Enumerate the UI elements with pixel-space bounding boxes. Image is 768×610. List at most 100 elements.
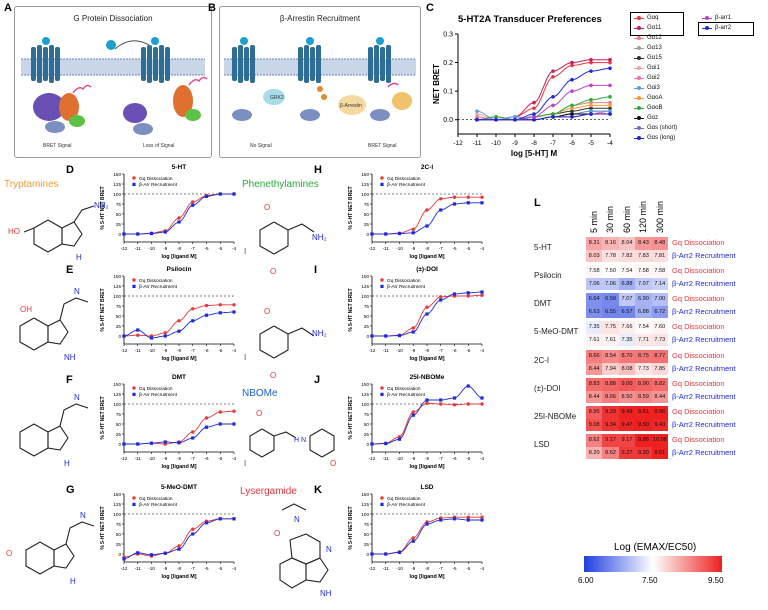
x-tick-label: -5 bbox=[218, 566, 223, 571]
data-point bbox=[411, 410, 415, 414]
legend-label-arr: β-Arr Recruitment bbox=[387, 182, 426, 188]
panel-letter-e: E bbox=[66, 264, 74, 276]
svg-text:O: O bbox=[264, 203, 270, 212]
data-point bbox=[177, 319, 181, 323]
y-tick-label: 75 bbox=[116, 412, 122, 417]
y-tick-label: 125 bbox=[113, 182, 121, 187]
data-point bbox=[480, 396, 484, 400]
data-point bbox=[177, 329, 181, 333]
data-point bbox=[177, 544, 181, 548]
y-tick-label: 100 bbox=[113, 512, 121, 517]
transducer-chart: 0.0 0.1 0.2 0.3 -12 -11 -10 -9 -8 -7 -6 -5 -4 log [5-… bbox=[432, 32, 613, 159]
data-point bbox=[149, 553, 154, 557]
data-point bbox=[122, 442, 126, 446]
heatmap-cell: 9.50 bbox=[635, 418, 652, 431]
y-tick-label: 150 bbox=[113, 492, 121, 497]
legend-marker-gq bbox=[380, 496, 384, 500]
data-point bbox=[608, 103, 612, 108]
x-tick-label: -8 bbox=[425, 566, 430, 571]
dose-chart-lsd: LSD 0 25 50 75 100 125 150 -12 -11 -10 -9 -8 -7 -6 -5 -4… bbox=[348, 484, 484, 580]
heatmap-cell: 9.49 bbox=[618, 406, 636, 419]
class-label-lysergamide: Lysergamide bbox=[240, 486, 297, 497]
data-point bbox=[532, 115, 536, 119]
x-tick-label: -4 bbox=[232, 456, 237, 461]
heatmap-assay-label: β-Arr2 Recruitment bbox=[672, 250, 736, 260]
panel-letter-l: L bbox=[534, 197, 541, 209]
data-point bbox=[384, 442, 388, 446]
data-point bbox=[384, 334, 388, 338]
g-protein-schematic bbox=[21, 37, 208, 135]
x-tick-label: -7 bbox=[191, 246, 196, 251]
panel-letter-h: H bbox=[314, 164, 322, 176]
data-point bbox=[163, 551, 167, 555]
dose-chart-psilocin: Psilocin 0 25 50 75 100 125 150 -12 -11 -10 -9 -8 -7 -… bbox=[100, 266, 237, 362]
data-point bbox=[191, 307, 195, 311]
x-tick-label: -10 bbox=[396, 566, 403, 571]
colorbar bbox=[584, 556, 722, 572]
legend-label-gq: Gq Dissociation bbox=[139, 278, 173, 284]
series-line bbox=[124, 193, 234, 235]
x-tick-label: -4 bbox=[232, 348, 237, 353]
x-tick-label: -7 bbox=[439, 246, 444, 251]
data-point bbox=[122, 557, 126, 561]
svg-text:NH₂: NH₂ bbox=[312, 233, 327, 242]
heatmap-cell: 9.43 bbox=[651, 418, 668, 431]
y-tick-label: 150 bbox=[113, 172, 121, 177]
series-line bbox=[476, 96, 611, 121]
receptor-right bbox=[141, 45, 170, 83]
x-tick-label: -6 bbox=[452, 246, 457, 251]
legend-marker-arr bbox=[132, 502, 136, 506]
panel-letter-d: D bbox=[66, 164, 74, 176]
heatmap-ligand-label: LSD bbox=[534, 440, 550, 449]
x-tick-label: -8 bbox=[177, 246, 182, 251]
chart-title: 25I-NBOMe bbox=[410, 374, 445, 381]
svg-text:O: O bbox=[256, 409, 262, 418]
y-tick-label: 75 bbox=[364, 412, 370, 417]
data-point bbox=[608, 100, 612, 105]
data-point bbox=[475, 112, 479, 116]
data-point bbox=[570, 106, 574, 111]
data-point bbox=[608, 109, 612, 113]
legend-label: β-arr2 bbox=[715, 25, 732, 31]
svg-text:H: H bbox=[70, 577, 76, 586]
heatmap-cell: 7.66 bbox=[618, 321, 636, 334]
data-point bbox=[551, 69, 555, 73]
data-point bbox=[439, 518, 443, 522]
x-axis-label: log [ligand M] bbox=[409, 574, 444, 580]
heatmap-cell: 7.71 bbox=[635, 333, 652, 346]
x-tick-label: -9 bbox=[163, 456, 168, 461]
data-point bbox=[551, 95, 555, 99]
data-point bbox=[589, 83, 593, 88]
y-tick-label: 25 bbox=[364, 432, 370, 437]
y-tick-label: 50 bbox=[364, 212, 370, 217]
heatmap-cell: 7.94 bbox=[602, 362, 619, 375]
heatmap-assay-label: Gq Dissociation bbox=[672, 294, 725, 303]
legend-marker-arr bbox=[380, 392, 384, 396]
y-tick-label: 125 bbox=[361, 182, 369, 187]
heatmap-cell: 6.88 bbox=[618, 277, 636, 290]
svg-text:H: H bbox=[64, 459, 70, 468]
dose-chart-5meodmt: 5-MeO-DMT 0 25 50 75 100 125 150 -12 -11 -10 -9 -8 -7… bbox=[100, 484, 236, 580]
heatmap-cell: 8.54 bbox=[602, 350, 619, 363]
legend-entry: Gα13 bbox=[634, 43, 677, 53]
x-tick-label: -12 bbox=[121, 348, 128, 353]
dose-chart-5ht: 5-HT 0 25 50 75 100 125 150 -12 -11 -10 -9 -8 -7 -6 -5 -… bbox=[100, 164, 236, 260]
heatmap-cell: 8.20 bbox=[586, 446, 603, 459]
x-tick-label: -8 bbox=[425, 456, 430, 461]
heatmap-cell: 7.61 bbox=[586, 333, 603, 346]
panel-letter-f: F bbox=[66, 374, 73, 386]
heatmap-assay-label: β-Arr2 Recruitment bbox=[672, 363, 736, 373]
legend-label-arr: β-Arr Recruitment bbox=[139, 392, 178, 398]
x-tick-label: -7 bbox=[191, 348, 196, 353]
panel-letter-b: B bbox=[208, 2, 216, 14]
data-point bbox=[608, 83, 612, 88]
y-tick-label: 0 bbox=[118, 442, 121, 447]
legend-marker bbox=[634, 45, 644, 51]
heatmap-assay-label: β-Arr2 Recruitment bbox=[672, 419, 736, 429]
y-tick-label: 0 bbox=[366, 442, 369, 447]
heatmap-cell: 8.66 bbox=[602, 390, 619, 403]
y-tick-label: 125 bbox=[113, 392, 121, 397]
svg-text:H N: H N bbox=[294, 437, 306, 444]
y-tick-label: 125 bbox=[361, 284, 369, 289]
data-point bbox=[551, 75, 555, 79]
